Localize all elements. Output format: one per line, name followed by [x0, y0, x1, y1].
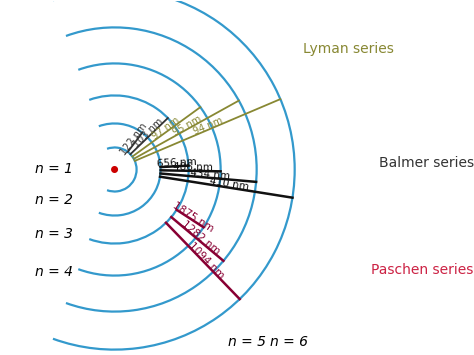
Text: n = 2: n = 2	[35, 192, 73, 207]
Text: 103 nm: 103 nm	[132, 116, 165, 149]
Text: n = 5: n = 5	[228, 335, 265, 349]
Text: n = 1: n = 1	[35, 163, 73, 176]
Text: 486 nm: 486 nm	[173, 162, 213, 173]
Text: 410 nm: 410 nm	[208, 176, 249, 192]
Text: 122 nm: 122 nm	[118, 121, 149, 157]
Text: n = 3: n = 3	[35, 226, 73, 241]
Text: 95 nm: 95 nm	[171, 114, 203, 138]
Text: 1282 nm: 1282 nm	[180, 219, 222, 257]
Text: 434 nm: 434 nm	[190, 168, 231, 181]
Text: 94 nm: 94 nm	[192, 116, 225, 137]
Text: 97 nm: 97 nm	[151, 115, 182, 142]
Text: Lyman series: Lyman series	[303, 42, 393, 56]
Text: 656 nm: 656 nm	[156, 157, 197, 169]
Text: n = 6: n = 6	[270, 335, 308, 349]
Text: Balmer series: Balmer series	[379, 157, 474, 170]
Text: n = 4: n = 4	[35, 264, 73, 279]
Circle shape	[112, 167, 118, 172]
Text: Paschen series: Paschen series	[371, 263, 473, 277]
Text: 1875 nm: 1875 nm	[171, 200, 216, 234]
Text: 1094 nm: 1094 nm	[187, 240, 226, 280]
